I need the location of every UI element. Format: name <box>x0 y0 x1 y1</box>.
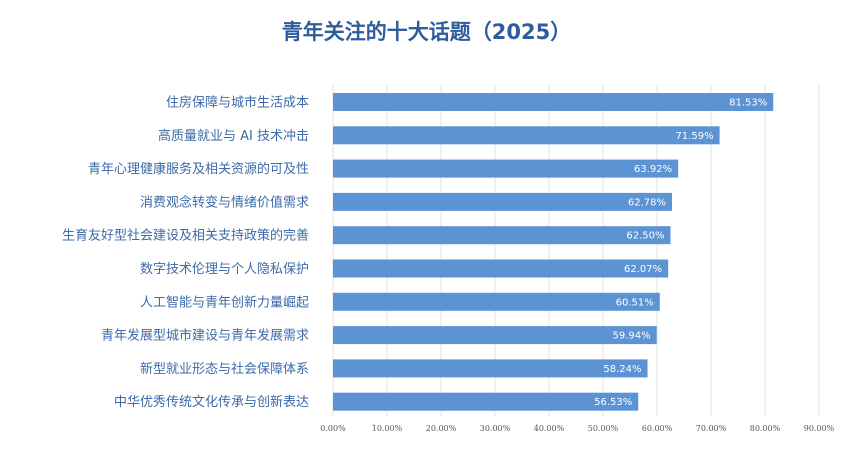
category-label: 青年心理健康服务及相关资源的可及性 <box>88 161 309 177</box>
x-tick-label: 0.00% <box>320 424 346 433</box>
x-tick-label: 50.00% <box>588 424 619 433</box>
data-label: 71.59% <box>675 131 713 142</box>
bar <box>333 292 660 311</box>
bar <box>333 159 679 178</box>
data-label: 56.53% <box>594 397 632 408</box>
bar <box>333 192 673 211</box>
data-label: 62.78% <box>628 197 666 208</box>
data-label: 58.24% <box>603 364 641 375</box>
bar <box>333 392 639 411</box>
category-label: 青年发展型城市建设与青年发展需求 <box>101 328 309 344</box>
data-label: 62.07% <box>624 264 662 275</box>
category-label: 新型就业形态与社会保障体系 <box>140 361 309 377</box>
data-label: 81.53% <box>729 98 767 109</box>
bar <box>333 326 657 345</box>
category-label: 数字技术伦理与个人隐私保护 <box>140 262 309 277</box>
category-label: 住房保障与城市生活成本 <box>166 95 309 111</box>
bar <box>333 126 720 145</box>
chart-title: 青年关注的十大话题（2025） <box>281 20 572 44</box>
x-tick-label: 10.00% <box>372 424 403 433</box>
data-label: 60.51% <box>616 297 654 308</box>
category-label: 生育友好型社会建设及相关支持政策的完善 <box>62 228 309 244</box>
bar <box>333 93 774 111</box>
category-label: 中华优秀传统文化传承与创新表达 <box>114 394 309 410</box>
x-tick-label: 90.00% <box>804 424 835 433</box>
bar <box>333 226 671 245</box>
category-label: 高质量就业与 AI 技术冲击 <box>158 128 309 144</box>
x-tick-label: 40.00% <box>534 424 565 433</box>
data-label: 59.94% <box>613 331 651 342</box>
x-tick-label: 20.00% <box>426 424 457 433</box>
x-tick-label: 70.00% <box>696 424 727 433</box>
data-label: 62.50% <box>626 231 664 242</box>
data-label: 63.92% <box>634 164 672 175</box>
category-label: 消费观念转变与情绪价值需求 <box>140 194 309 210</box>
bar <box>333 359 648 378</box>
x-tick-label: 80.00% <box>750 424 781 433</box>
category-label: 人工智能与青年创新力量崛起 <box>140 294 309 310</box>
bar <box>333 259 669 278</box>
x-tick-label: 60.00% <box>642 424 673 433</box>
x-tick-label: 30.00% <box>480 424 511 433</box>
